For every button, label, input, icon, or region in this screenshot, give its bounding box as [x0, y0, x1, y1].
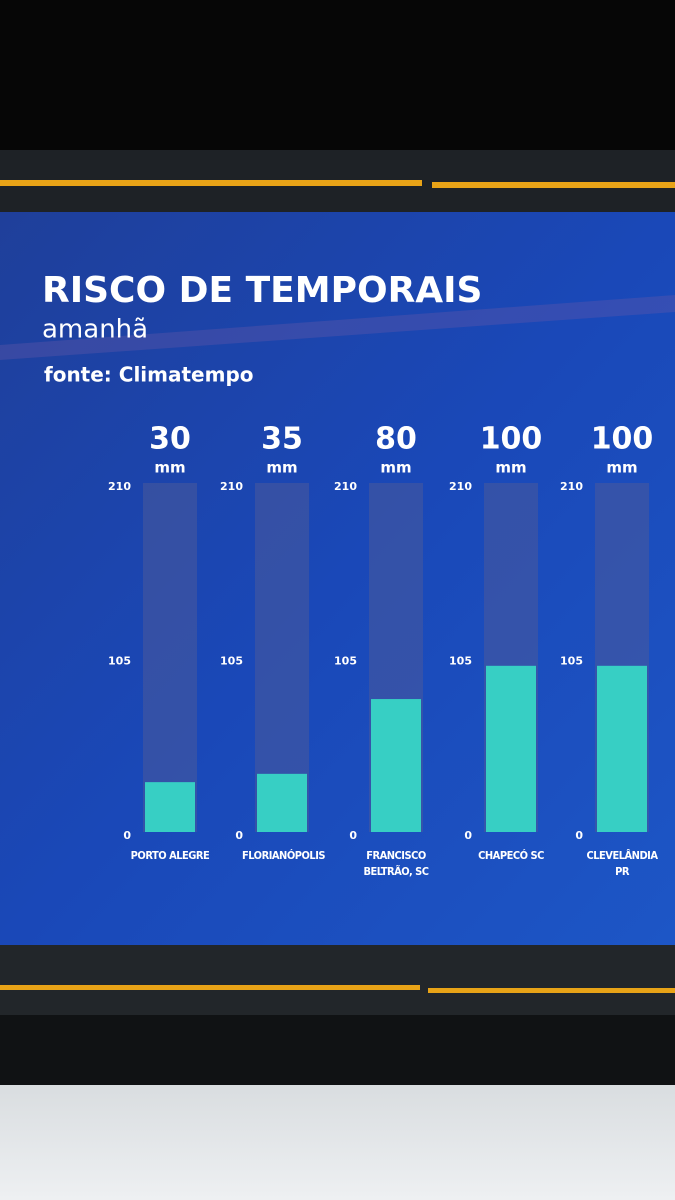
chart-subtitle: amanhã	[42, 315, 148, 345]
bar	[486, 665, 536, 832]
y-tick-label: 105	[560, 655, 583, 668]
y-tick-label: 0	[349, 829, 357, 842]
y-tick-label: 210	[220, 480, 243, 493]
desk-edge	[0, 1015, 675, 1085]
bezel-light	[428, 988, 675, 993]
y-tick-label: 210	[449, 480, 472, 493]
bottom-bezel	[0, 945, 675, 1015]
x-tick-label: FLORIANÓPOLIS	[242, 849, 326, 862]
y-tick-label: 0	[575, 829, 583, 842]
value-label: 35	[261, 422, 303, 457]
y-tick-label: 105	[220, 655, 243, 668]
unit-label: mm	[606, 459, 637, 477]
chart-source: fonte: Climatempo	[44, 363, 254, 387]
bezel-light	[0, 985, 420, 990]
bar	[145, 782, 195, 832]
x-tick-label: PORTO ALEGRE	[130, 849, 210, 862]
y-tick-label: 0	[235, 829, 243, 842]
y-tick-label: 210	[560, 480, 583, 493]
value-label: 100	[591, 422, 654, 457]
unit-label: mm	[495, 459, 526, 477]
bar	[257, 773, 307, 832]
bar-track	[143, 483, 197, 832]
y-tick-label: 105	[108, 655, 131, 668]
x-tick-label: FRANCISCO BELTRÃO, SC	[363, 849, 429, 878]
value-label: 30	[149, 422, 191, 457]
value-label: 80	[375, 422, 417, 457]
unit-label: mm	[154, 459, 185, 477]
bezel-light	[0, 180, 422, 186]
unit-label: mm	[266, 459, 297, 477]
y-tick-label: 210	[108, 480, 131, 493]
bezel-light	[432, 182, 675, 188]
y-tick-label: 0	[123, 829, 131, 842]
ceiling	[0, 0, 675, 150]
chart-title: RISCO DE TEMPORAIS	[42, 270, 482, 311]
value-label: 100	[480, 422, 543, 457]
floor	[0, 1085, 675, 1200]
y-tick-label: 0	[464, 829, 472, 842]
screen-glare	[0, 295, 675, 360]
x-tick-label: CHAPECÓ SC	[478, 849, 544, 862]
bar	[597, 665, 647, 832]
y-tick-label: 105	[449, 655, 472, 668]
unit-label: mm	[380, 459, 411, 477]
y-tick-label: 105	[334, 655, 357, 668]
x-tick-label: CLEVELÂNDIA PR	[586, 849, 658, 878]
screen	[0, 212, 675, 947]
bar	[371, 699, 421, 832]
y-tick-label: 210	[334, 480, 357, 493]
